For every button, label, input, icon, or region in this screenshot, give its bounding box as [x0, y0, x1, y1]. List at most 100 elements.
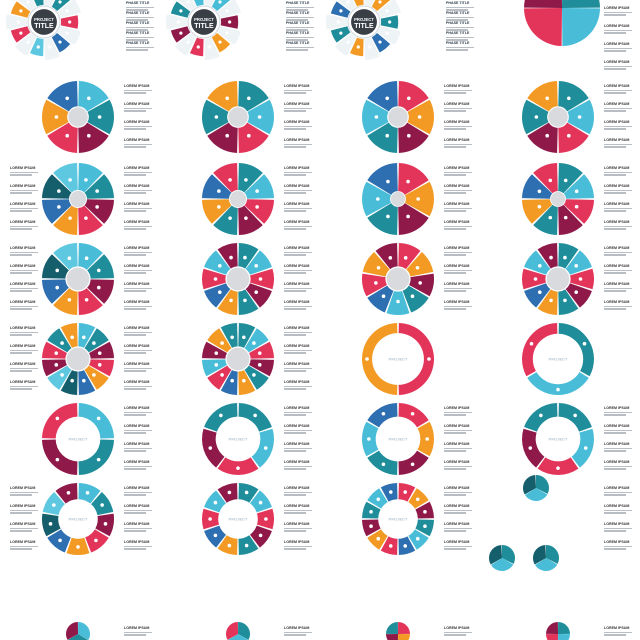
text-placeholder	[604, 190, 632, 192]
person-icon	[529, 341, 534, 346]
lorem-ipsum-label: LOREM IPSUM	[444, 540, 470, 544]
lorem-ipsum-label: LOREM IPSUM	[604, 138, 630, 142]
text-placeholder	[124, 226, 152, 228]
segment	[546, 634, 558, 640]
leaf-icon	[213, 500, 218, 505]
segment	[527, 372, 589, 395]
infographic-cell: LOREM IPSUM	[0, 560, 158, 640]
text-placeholder	[10, 528, 38, 530]
lorem-ipsum-label: LOREM IPSUM	[604, 300, 630, 304]
segment	[84, 328, 109, 353]
segment	[535, 558, 558, 571]
lorem-ipsum-label: LOREM IPSUM	[284, 406, 310, 410]
text-placeholder	[444, 252, 472, 254]
text-placeholder	[10, 492, 38, 494]
segment	[558, 243, 579, 269]
text-placeholder	[604, 66, 632, 68]
gear-icon	[545, 133, 549, 138]
infographic-cell: LOREM IPSUM	[480, 560, 638, 640]
text-placeholder	[124, 126, 152, 128]
text-placeholder	[444, 92, 466, 94]
lightbulb-icon	[97, 115, 102, 119]
segment	[87, 279, 114, 304]
text-placeholder	[604, 528, 632, 530]
text-placeholder	[124, 528, 152, 530]
text-placeholder	[284, 546, 312, 548]
segment	[238, 81, 269, 112]
text-placeholder	[10, 270, 38, 272]
segment	[367, 122, 398, 153]
segment	[524, 250, 551, 275]
segment	[565, 283, 592, 308]
gear-icon	[97, 363, 102, 367]
segment	[367, 163, 398, 195]
project-label: PROJECT	[229, 437, 248, 442]
text-placeholder	[124, 530, 146, 532]
infographic-cell: PROJECT	[320, 320, 478, 398]
segment	[60, 370, 78, 395]
text-placeholder	[604, 208, 632, 210]
segment	[245, 283, 272, 308]
lorem-ipsum-label: LOREM IPSUM	[444, 486, 470, 490]
segment	[354, 0, 364, 7]
segment	[558, 403, 592, 432]
text-placeholder	[286, 49, 308, 51]
text-placeholder	[444, 632, 472, 634]
segment	[89, 341, 114, 359]
briefcase-icon	[227, 490, 232, 495]
infographic-cell: PROJECT LOREM IPSUM LOREM IPSUM LOREM IPSUM…	[320, 400, 478, 478]
text-placeholder	[124, 450, 146, 452]
segment	[558, 634, 570, 640]
center-circle	[379, 500, 417, 538]
segment	[367, 285, 394, 313]
lorem-ipsum-label: LOREM IPSUM	[284, 442, 310, 446]
gear-icon	[528, 446, 533, 450]
text-placeholder	[10, 228, 32, 230]
person-icon	[423, 509, 427, 514]
text-placeholder	[284, 308, 306, 310]
lorem-ipsum-label: LOREM IPSUM	[124, 138, 150, 142]
lorem-ipsum-label: LOREM IPSUM	[604, 60, 630, 64]
text-placeholder	[444, 548, 466, 550]
text-placeholder	[10, 210, 32, 212]
lorem-ipsum-label: LOREM IPSUM	[444, 220, 470, 224]
cycle-diagram: PROJECT	[202, 403, 274, 475]
segment	[238, 205, 263, 235]
lorem-ipsum-label: LOREM IPSUM	[284, 540, 310, 544]
segment	[78, 370, 96, 395]
infographic-cell: LOREM IPSUM LOREM IPSUM LOREM IPSUM LOREM I…	[320, 240, 478, 318]
text-placeholder	[604, 254, 626, 256]
text-placeholder	[124, 144, 152, 146]
lorem-ipsum-label: LOREM IPSUM	[124, 424, 150, 428]
person-icon	[346, 0, 350, 4]
infographic-cell: LOREM IPSUM LOREM IPSUM LOREM IPSUM LOREM I…	[0, 78, 158, 156]
segment	[558, 323, 594, 377]
target-icon	[374, 115, 379, 119]
lorem-ipsum-label: LOREM IPSUM	[284, 380, 310, 384]
lorem-ipsum-label: LOREM IPSUM	[10, 166, 36, 170]
text-placeholder	[444, 128, 466, 130]
text-placeholder	[444, 270, 472, 272]
segment	[398, 243, 421, 270]
segment	[364, 37, 380, 60]
chart-icon	[545, 96, 549, 101]
segment	[60, 323, 78, 348]
text-placeholder	[284, 386, 312, 388]
cycle-diagram	[362, 163, 434, 235]
lorem-ipsum-label: LOREM IPSUM	[604, 246, 630, 250]
person-icon	[410, 462, 415, 467]
segment	[523, 475, 536, 495]
lorem-ipsum-label: LOREM IPSUM	[604, 442, 630, 446]
target-icon	[539, 413, 543, 418]
text-placeholder	[124, 466, 152, 468]
chart-icon	[55, 285, 60, 290]
text-placeholder	[444, 450, 466, 452]
person-icon	[55, 457, 60, 462]
infographic-cell: LOREM IPSUM	[320, 560, 478, 640]
person-icon	[407, 133, 411, 138]
text-placeholder	[604, 12, 632, 14]
segment	[491, 558, 514, 571]
center-circle	[69, 190, 87, 208]
segment	[220, 370, 238, 395]
